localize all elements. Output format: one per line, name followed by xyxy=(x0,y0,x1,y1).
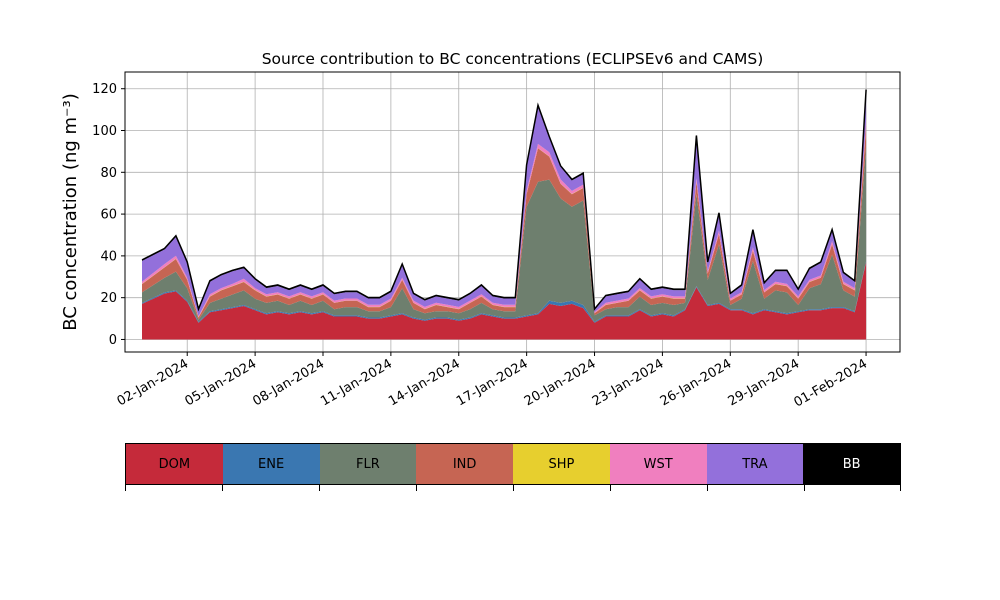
y-tick-label: 40 xyxy=(100,249,117,264)
x-tick-label: 26-Jan-2024 xyxy=(658,356,735,409)
x-tick-label: 08-Jan-2024 xyxy=(250,356,327,409)
legend-item-wst: WST xyxy=(609,444,707,484)
legend-tick xyxy=(900,485,901,491)
legend-item-ind: IND xyxy=(416,444,513,484)
x-tick-label: 20-Jan-2024 xyxy=(522,356,599,409)
y-tick-label: 80 xyxy=(100,166,117,181)
y-tick-label: 100 xyxy=(92,124,117,139)
x-tick-label: 14-Jan-2024 xyxy=(386,356,463,409)
legend-item-tra: TRA xyxy=(706,444,804,484)
legend-item-flr: FLR xyxy=(319,444,417,484)
legend-item-ene: ENE xyxy=(222,444,320,484)
legend-item-dom: DOM xyxy=(126,444,223,484)
y-tick-label: 120 xyxy=(92,82,117,97)
legend-tick xyxy=(222,485,223,491)
y-tick-label: 60 xyxy=(100,208,117,223)
area-dom xyxy=(142,262,867,340)
chart: 0 20 40 60 80 100 120 02-Jan-202405-Jan-202408-… xyxy=(60,50,901,410)
legend-item-shp: SHP xyxy=(513,444,610,484)
legend-tick xyxy=(513,485,514,491)
plot-frame xyxy=(124,71,901,353)
area-ind xyxy=(142,125,867,320)
chart-title: Source contribution to BC concentrations… xyxy=(262,50,764,68)
y-axis-label: BC concentration (ng m⁻³) xyxy=(60,93,81,331)
area-flr xyxy=(142,146,867,322)
y-tick-label: 20 xyxy=(100,291,117,306)
legend-ticks xyxy=(125,485,901,491)
legend: DOM ENE FLR IND SHP WST TRA BB xyxy=(125,443,901,485)
legend-tick xyxy=(804,485,805,491)
x-tick-label: 29-Jan-2024 xyxy=(726,356,803,409)
x-tick-label: 01-Feb-2024 xyxy=(792,356,871,410)
legend-tick xyxy=(125,485,126,491)
legend-tick xyxy=(610,485,611,491)
x-tick-label: 17-Jan-2024 xyxy=(454,356,531,409)
legend-tick xyxy=(707,485,708,491)
x-tick-label: 23-Jan-2024 xyxy=(590,356,667,409)
legend-tick xyxy=(416,485,417,491)
x-tick-label: 05-Jan-2024 xyxy=(183,356,260,409)
legend-tick xyxy=(319,485,320,491)
total-line xyxy=(141,89,867,312)
x-tick-label: 11-Jan-2024 xyxy=(318,356,395,409)
y-tick-label: 0 xyxy=(109,333,117,348)
x-tick-label: 02-Jan-2024 xyxy=(115,356,192,409)
legend-item-bb: BB xyxy=(803,444,900,484)
